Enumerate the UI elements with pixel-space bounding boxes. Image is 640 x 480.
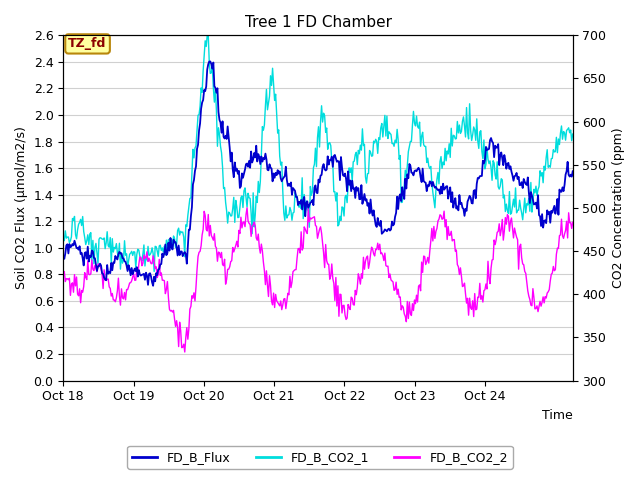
FD_B_Flux [569,168,577,174]
FD_B_CO2_2 [181,349,189,355]
FD_B_Flux [479,158,487,164]
X-axis label: Time: Time [542,409,573,422]
Y-axis label: CO2 Concentration (ppm): CO2 Concentration (ppm) [612,128,625,288]
FD_B_CO2_1 [60,237,67,243]
Title: Tree 1 FD Chamber: Tree 1 FD Chamber [244,15,392,30]
Line: FD_B_CO2_2: FD_B_CO2_2 [63,208,573,352]
FD_B_CO2_1 [569,131,577,137]
FD_B_CO2_1 [150,268,158,274]
FD_B_CO2_1 [337,217,345,223]
FD_B_CO2_1 [365,170,372,176]
Line: FD_B_Flux: FD_B_Flux [63,61,573,286]
Line: FD_B_CO2_1: FD_B_CO2_1 [63,36,573,271]
FD_B_Flux [303,198,311,204]
FD_B_Flux [307,200,314,205]
FD_B_CO2_2 [60,270,67,276]
FD_B_CO2_2 [569,219,577,225]
FD_B_Flux [207,59,214,64]
Text: TZ_fd: TZ_fd [68,37,107,50]
FD_B_CO2_2 [307,215,314,221]
FD_B_Flux [60,254,67,260]
FD_B_CO2_1 [307,183,314,189]
FD_B_CO2_1 [303,206,311,212]
FD_B_CO2_2 [479,299,487,305]
FD_B_Flux [559,184,566,190]
FD_B_CO2_2 [559,233,566,239]
FD_B_Flux [365,200,372,206]
Legend: FD_B_Flux, FD_B_CO2_1, FD_B_CO2_2: FD_B_Flux, FD_B_CO2_1, FD_B_CO2_2 [127,446,513,469]
FD_B_CO2_1 [559,136,566,142]
FD_B_CO2_1 [204,33,211,38]
FD_B_CO2_2 [337,292,345,298]
Y-axis label: Soil CO2 Flux (μmol/m2/s): Soil CO2 Flux (μmol/m2/s) [15,127,28,289]
FD_B_CO2_1 [479,156,487,162]
FD_B_CO2_2 [303,230,311,236]
FD_B_Flux [337,154,345,160]
FD_B_CO2_2 [365,265,372,271]
FD_B_CO2_2 [243,205,251,211]
FD_B_Flux [149,283,157,288]
